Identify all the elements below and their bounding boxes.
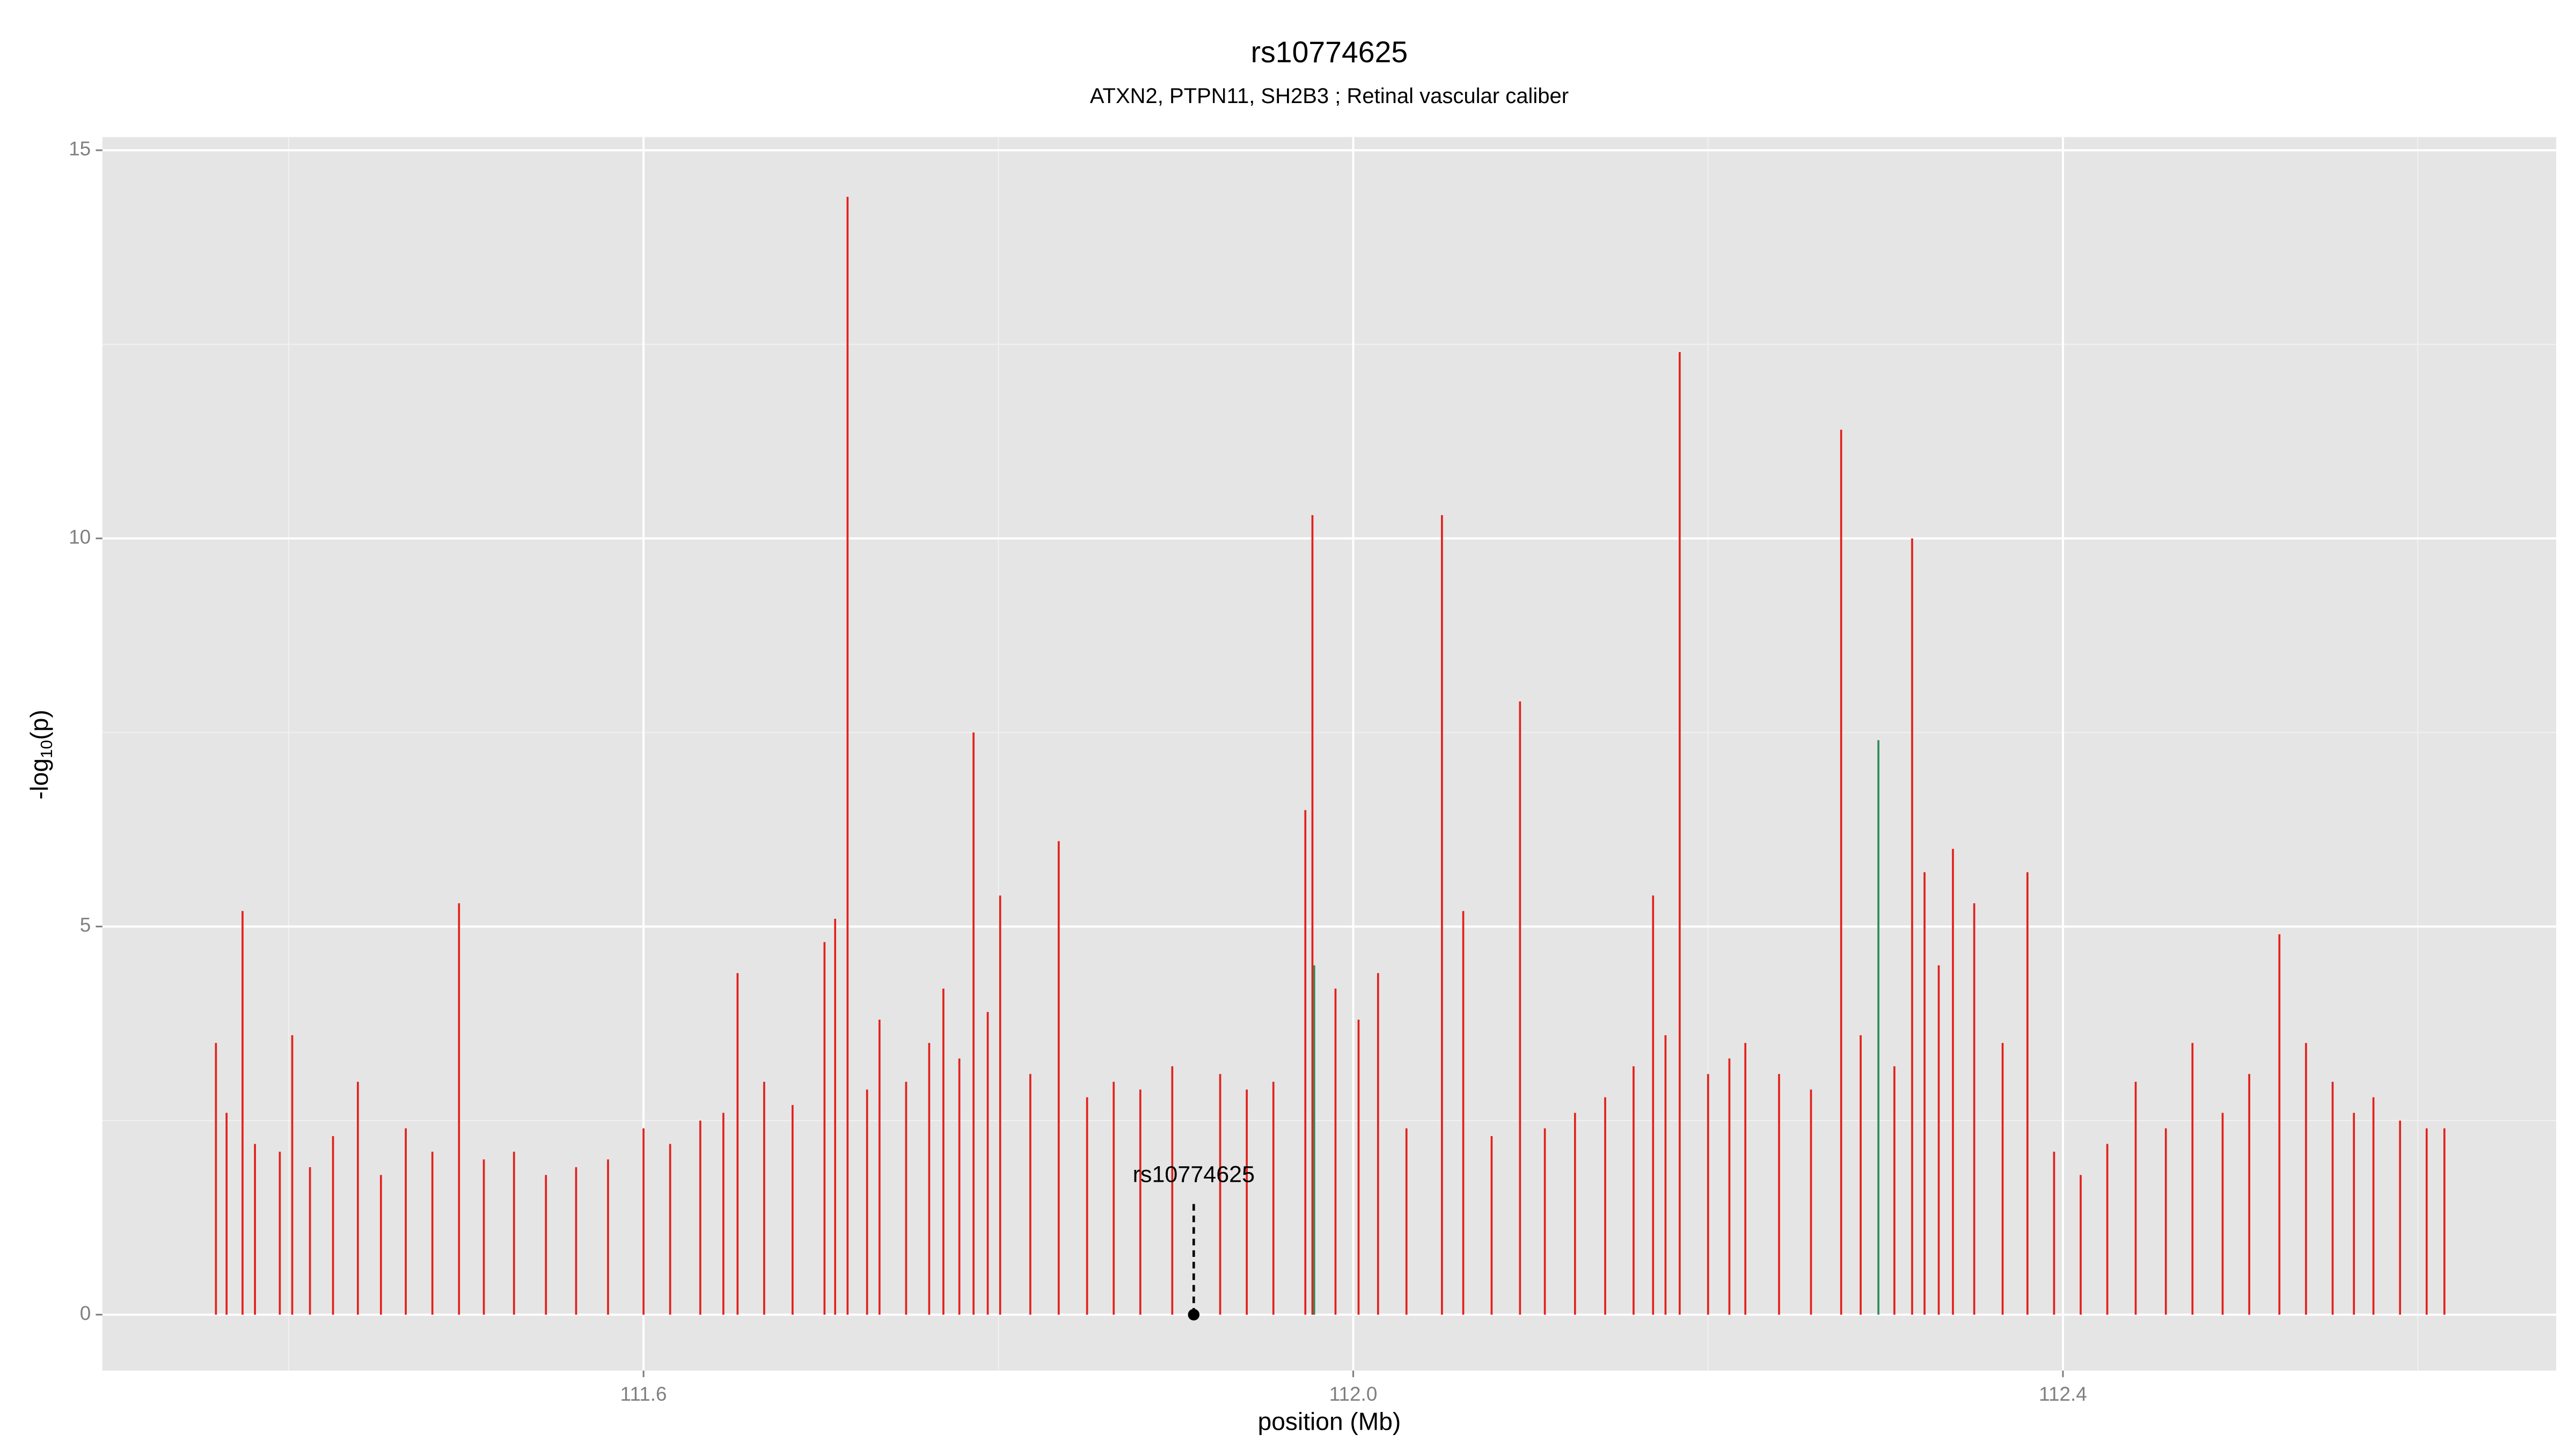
marks — [215, 196, 2446, 1315]
plot-panel — [102, 137, 2557, 1371]
y-tick-label: 10 — [69, 526, 91, 548]
y-label-part: (p) — [25, 709, 53, 740]
chart-subtitle: ATXN2, PTPN11, SH2B3 ; Retinal vascular … — [1090, 84, 1569, 108]
y-tick-label: 5 — [80, 914, 91, 936]
y-tick-label: 15 — [69, 138, 91, 160]
x-tick-label: 112.0 — [1329, 1383, 1378, 1405]
y-label-sub: 10 — [37, 740, 56, 758]
annotation-label: rs10774625 — [1133, 1162, 1255, 1188]
x-axis-label: position (Mb) — [1258, 1407, 1401, 1435]
x-tick-label: 112.4 — [2039, 1383, 2087, 1405]
y-label-part: -log — [25, 758, 53, 800]
y-axis-label: -log10(p) — [25, 709, 56, 800]
y-tick-label: 0 — [80, 1302, 91, 1324]
x-tick-label: 111.6 — [620, 1383, 667, 1405]
grid — [102, 137, 2557, 1371]
chart-title: rs10774625 — [1251, 35, 1408, 69]
annotation-point — [1188, 1308, 1200, 1321]
